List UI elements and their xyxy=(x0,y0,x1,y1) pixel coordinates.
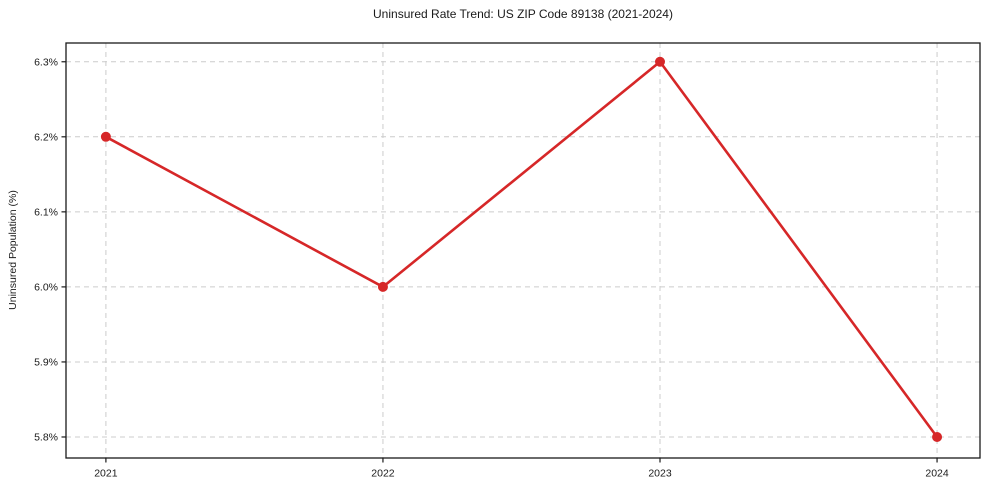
data-point-marker xyxy=(655,56,666,67)
x-tick-label: 2023 xyxy=(648,468,672,480)
x-tick-label: 2021 xyxy=(94,468,118,480)
data-point-marker xyxy=(100,131,111,142)
x-tick-label: 2022 xyxy=(371,468,395,480)
x-tick-label: 2024 xyxy=(925,468,949,480)
y-tick-label: 5.8% xyxy=(34,431,58,443)
y-tick-label: 6.3% xyxy=(34,56,58,68)
y-tick-label: 6.0% xyxy=(34,281,58,293)
y-tick-label: 6.1% xyxy=(34,206,58,218)
data-point-marker xyxy=(932,431,943,442)
data-point-marker xyxy=(377,281,388,292)
plot-border xyxy=(65,42,981,459)
y-tick-label: 5.9% xyxy=(34,356,58,368)
trend-line xyxy=(104,60,939,439)
chart-title: Uninsured Rate Trend: US ZIP Code 89138 … xyxy=(373,7,673,21)
y-tick-label: 6.2% xyxy=(34,131,58,143)
